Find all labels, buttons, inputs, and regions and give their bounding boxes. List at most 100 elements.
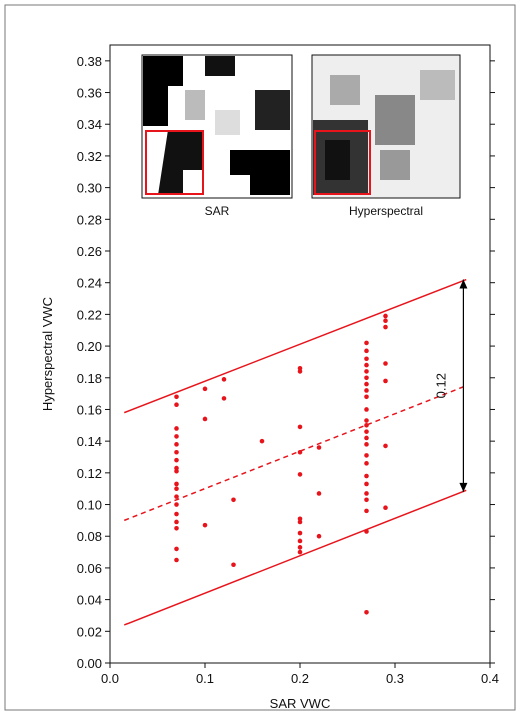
inset-hyperspectral: [312, 55, 460, 198]
point: [298, 520, 303, 525]
point: [364, 429, 369, 434]
x-tick-label: 0.4: [481, 671, 499, 686]
point: [317, 534, 322, 539]
y-tick-label: 0.32: [77, 149, 102, 164]
y-tick-label: 0.10: [77, 498, 102, 513]
point: [364, 453, 369, 458]
point: [231, 562, 236, 567]
point: [222, 377, 227, 382]
point: [364, 369, 369, 374]
point: [203, 523, 208, 528]
x-tick-label: 0.3: [386, 671, 404, 686]
y-tick-label: 0.34: [77, 117, 102, 132]
point: [174, 469, 179, 474]
point: [174, 450, 179, 455]
point: [298, 545, 303, 550]
point: [383, 505, 388, 510]
point: [174, 434, 179, 439]
point: [174, 402, 179, 407]
chart: SAR Hyperspectral SAR VWC Hyperspectral …: [0, 0, 522, 717]
point: [298, 550, 303, 555]
point: [317, 445, 322, 450]
point: [364, 341, 369, 346]
point: [364, 482, 369, 487]
point: [174, 482, 179, 487]
point: [174, 442, 179, 447]
point: [364, 349, 369, 354]
point: [174, 486, 179, 491]
point: [383, 314, 388, 319]
y-axis-label: Hyperspectral VWC: [40, 297, 55, 411]
inset-sar: [142, 55, 292, 198]
y-tick-label: 0.22: [77, 307, 102, 322]
y-tick-label: 0.24: [77, 276, 102, 291]
point: [174, 494, 179, 499]
y-tick-label: 0.04: [77, 593, 102, 608]
inset-label: SAR: [205, 204, 230, 218]
y-tick-label: 0.28: [77, 212, 102, 227]
point: [364, 423, 369, 428]
point: [174, 426, 179, 431]
y-tick-label: 0.36: [77, 86, 102, 101]
point: [174, 394, 179, 399]
point: [364, 394, 369, 399]
point: [364, 474, 369, 479]
point: [298, 531, 303, 536]
point: [298, 472, 303, 477]
point: [364, 529, 369, 534]
point: [364, 436, 369, 441]
y-tick-label: 0.16: [77, 402, 102, 417]
point: [174, 526, 179, 531]
point: [364, 461, 369, 466]
point: [364, 491, 369, 496]
y-tick-label: 0.26: [77, 244, 102, 259]
y-tick-label: 0.08: [77, 529, 102, 544]
y-tick-label: 0.18: [77, 371, 102, 386]
x-tick-label: 0.0: [101, 671, 119, 686]
point: [383, 325, 388, 330]
point: [174, 547, 179, 552]
point: [174, 512, 179, 517]
x-tick-label: 0.2: [291, 671, 309, 686]
point: [383, 379, 388, 384]
fit-line: [124, 280, 466, 413]
fit-line: [124, 490, 466, 625]
x-axis-label: SAR VWC: [270, 696, 331, 711]
point: [364, 363, 369, 368]
point: [298, 539, 303, 544]
point: [231, 497, 236, 502]
point: [364, 610, 369, 615]
point: [203, 417, 208, 422]
y-tick-label: 0.38: [77, 54, 102, 69]
point: [364, 388, 369, 393]
point: [364, 382, 369, 387]
point: [174, 558, 179, 563]
point: [364, 375, 369, 380]
y-tick-label: 0.14: [77, 434, 102, 449]
point: [383, 318, 388, 323]
inset-label: Hyperspectral: [349, 204, 423, 218]
point: [203, 387, 208, 392]
point: [364, 509, 369, 514]
annotation-label: 0.12: [433, 373, 448, 398]
point: [174, 520, 179, 525]
point: [364, 356, 369, 361]
point: [364, 442, 369, 447]
point: [383, 444, 388, 449]
point: [298, 450, 303, 455]
point: [298, 369, 303, 374]
y-tick-label: 0.00: [77, 656, 102, 671]
y-tick-label: 0.30: [77, 181, 102, 196]
point: [364, 407, 369, 412]
point: [317, 491, 322, 496]
point: [222, 396, 227, 401]
x-tick-label: 0.1: [196, 671, 214, 686]
y-tick-label: 0.06: [77, 561, 102, 576]
point: [260, 439, 265, 444]
point: [364, 418, 369, 423]
y-tick-label: 0.02: [77, 624, 102, 639]
y-tick-label: 0.12: [77, 466, 102, 481]
point: [364, 497, 369, 502]
point: [383, 361, 388, 366]
y-tick-label: 0.20: [77, 339, 102, 354]
